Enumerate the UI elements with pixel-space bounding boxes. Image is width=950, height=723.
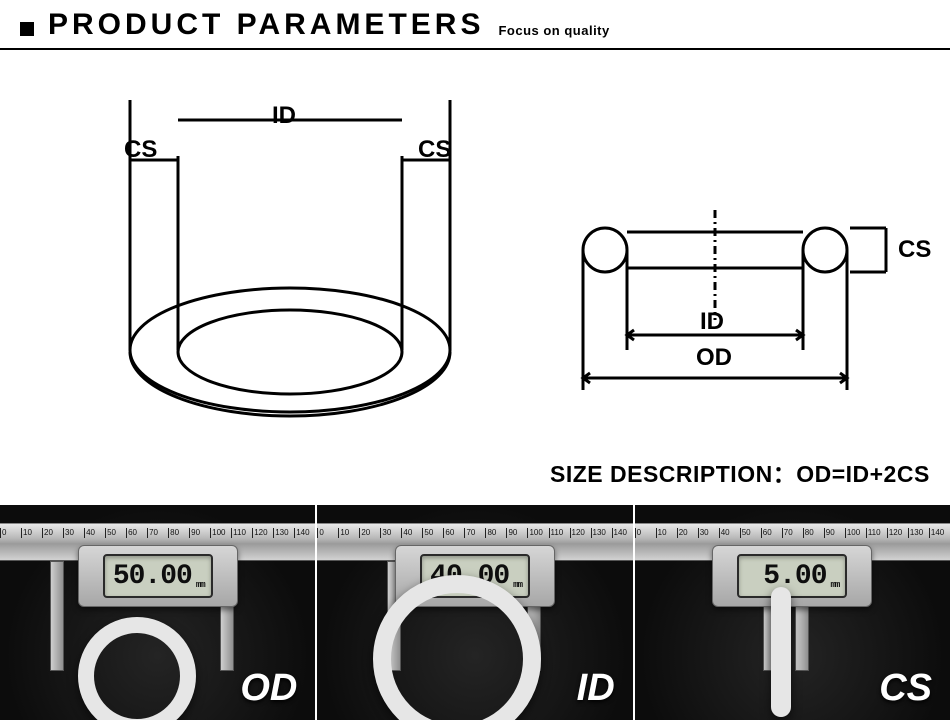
oring-sample-icon <box>78 617 196 720</box>
oring-cross-section-diagram <box>550 200 930 430</box>
page-title: PRODUCT PARAMETERS <box>48 8 484 42</box>
oring-strip-icon <box>771 587 791 717</box>
photo-caption-cs: CS <box>879 667 932 710</box>
label-cs-right: CS <box>418 136 451 164</box>
lcd-unit: mm <box>831 580 840 596</box>
lcd-value: 50.00 <box>113 561 192 592</box>
label-id-cross: ID <box>700 308 724 336</box>
photo-id: 0102030405060708090100110120130140 40.00… <box>317 505 634 720</box>
caliper-photo-row: 0102030405060708090100110120130140 50.00… <box>0 505 950 720</box>
lcd-readout: 50.00 mm <box>103 554 213 598</box>
label-cs-cross: CS <box>898 236 931 264</box>
lcd-readout: 5.00 mm <box>737 554 847 598</box>
lcd-value: 5.00 <box>763 561 826 592</box>
photo-cs: 0102030405060708090100110120130140 5.00 … <box>635 505 950 720</box>
label-od-cross: OD <box>696 344 732 372</box>
photo-od: 0102030405060708090100110120130140 50.00… <box>0 505 317 720</box>
lcd-unit: mm <box>513 580 522 596</box>
photo-caption-od: OD <box>240 667 297 710</box>
page-subtitle: Focus on quality <box>498 23 609 38</box>
header-bullet-icon <box>20 22 34 36</box>
diagram-area: ID CS CS <box>0 50 950 505</box>
photo-caption-id: ID <box>577 667 615 710</box>
lcd-unit: mm <box>196 580 205 596</box>
size-formula: SIZE DESCRIPTION：OD=ID+2CS <box>550 455 930 489</box>
caliper-jaw-left <box>50 561 64 671</box>
label-id-top: ID <box>272 102 296 130</box>
label-cs-left: CS <box>124 136 157 164</box>
caliper-display: 50.00 mm <box>78 545 238 607</box>
header-bar: PRODUCT PARAMETERS Focus on quality <box>0 0 950 50</box>
caliper-display: 5.00 mm <box>712 545 872 607</box>
